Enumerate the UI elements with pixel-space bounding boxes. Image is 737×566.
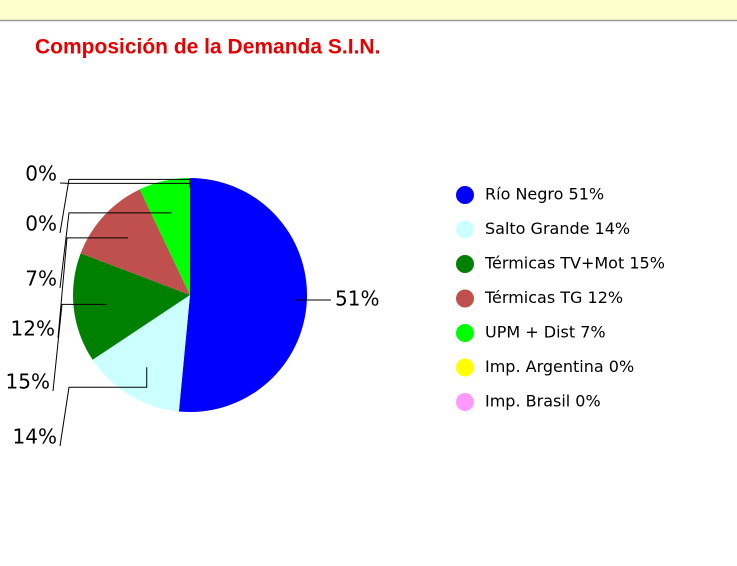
leader-line: [59, 367, 148, 447]
data-label: 7%: [25, 267, 57, 291]
legend-swatch: [456, 393, 474, 411]
chart-title: Composición de la Demanda S.I.N.: [35, 36, 380, 59]
pie-slice: [73, 253, 190, 360]
data-label: 14%: [13, 425, 57, 449]
pie-slice: [80, 189, 190, 295]
legend-swatch: [456, 186, 474, 204]
legend-swatch: [456, 289, 474, 308]
legend-label: Térmicas TV+Mot 15%: [484, 254, 665, 273]
data-label: 0%: [25, 162, 57, 186]
leader-line: [52, 303, 107, 392]
data-label: 51%: [335, 287, 379, 311]
leader-line: [57, 237, 129, 339]
legend-label: UPM + Dist 7%: [485, 323, 606, 342]
pie-slice: [139, 178, 190, 295]
data-label: 0%: [25, 212, 57, 236]
legend-label: Salto Grande 14%: [485, 219, 630, 238]
legend-label: Imp. Brasil 0%: [485, 392, 601, 411]
pie-slice: [92, 295, 190, 412]
legend-swatch: [456, 358, 474, 377]
data-label: 12%: [11, 317, 55, 341]
pie-slice: [178, 178, 307, 413]
legend-swatch: [456, 324, 474, 342]
leader-line: [59, 212, 172, 289]
leader-line: [59, 182, 191, 188]
legend-label: Río Negro 51%: [485, 185, 604, 204]
data-label: 15%: [6, 370, 50, 394]
header-band: [0, 0, 737, 20]
legend-label: Térmicas TG 12%: [484, 288, 623, 307]
legend-label: Imp. Argentina 0%: [485, 357, 634, 376]
legend-swatch: [456, 220, 474, 239]
legend-swatch: [456, 255, 474, 273]
